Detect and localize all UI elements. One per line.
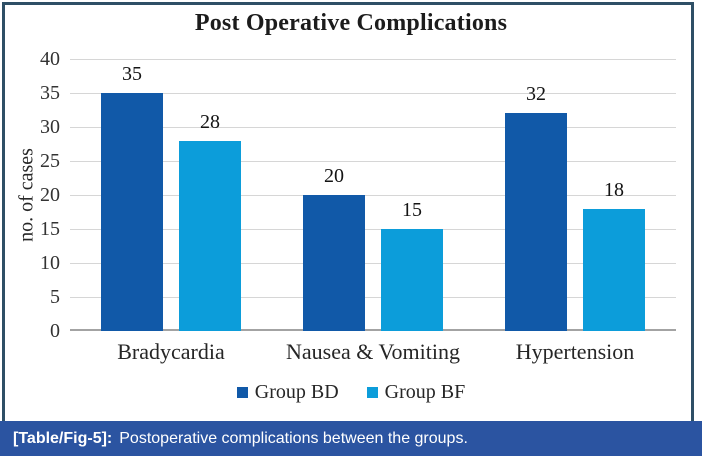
- gridline-15: [70, 228, 676, 230]
- y-tick-label-15: 15: [40, 218, 60, 240]
- y-tick-label-5: 5: [50, 286, 60, 308]
- gridline-35: [70, 92, 676, 94]
- legend-item-group-bd: Group BD: [236, 381, 339, 404]
- y-tick-label-35: 35: [40, 82, 60, 104]
- legend-item-group-bf: Group BF: [366, 381, 466, 404]
- bar-group-bf-nausea-vomiting: [381, 229, 443, 331]
- gridline-30: [70, 126, 676, 128]
- bar-value-label: 15: [402, 199, 422, 221]
- plot-area: 35 28 20 15 32 18: [70, 58, 676, 331]
- y-tick-label-30: 30: [40, 116, 60, 138]
- gridline-40: [70, 58, 676, 60]
- bar-value-label: 35: [122, 63, 142, 85]
- bar-group-bd-nausea-vomiting: [303, 195, 365, 331]
- bar-value-label: 32: [526, 83, 546, 106]
- bar-group-bd-bradycardia: [101, 93, 163, 331]
- category-label-hypertension: Hypertension: [515, 339, 635, 364]
- legend-label-group-bd: Group BD: [254, 381, 339, 403]
- y-tick-label-0: 0: [50, 320, 60, 342]
- category-label-bradycardia: Bradycardia: [117, 339, 225, 364]
- category-label-nausea-vomiting: Nausea & Vomiting: [286, 339, 460, 364]
- caption-bar: [Table/Fig-5]: Postoperative complicatio…: [0, 421, 702, 456]
- bar-group-bd-hypertension: [505, 113, 567, 331]
- gridline-25: [70, 160, 676, 162]
- bar-value-label: 28: [200, 110, 220, 133]
- bar-group-bf-bradycardia: [179, 140, 241, 331]
- bar-value-label: 18: [604, 178, 624, 201]
- caption-figure-label: [Table/Fig-5]:: [13, 429, 113, 447]
- y-tick-label-40: 40: [40, 48, 60, 70]
- bar-value-label: 20: [324, 165, 344, 187]
- caption-text: Postoperative complications between the …: [119, 429, 468, 447]
- gridline-10: [70, 262, 676, 264]
- legend-swatch-group-bd: [236, 387, 248, 398]
- x-axis-line: [70, 329, 676, 331]
- chart-title: Post Operative Complications: [194, 10, 508, 36]
- legend-swatch-group-bf: [366, 387, 378, 398]
- y-tick-label-20: 20: [40, 184, 60, 206]
- chart-legend: Group BD Group BF: [0, 381, 702, 404]
- gridline-5: [70, 296, 676, 298]
- legend-label-group-bf: Group BF: [384, 381, 466, 403]
- y-tick-label-10: 10: [40, 252, 60, 274]
- gridline-20: [70, 194, 676, 196]
- y-tick-label-25: 25: [40, 150, 60, 172]
- x-axis-labels: Bradycardia Nausea & Vomiting Hypertensi…: [70, 339, 676, 365]
- bar-group-bf-hypertension: [583, 208, 645, 331]
